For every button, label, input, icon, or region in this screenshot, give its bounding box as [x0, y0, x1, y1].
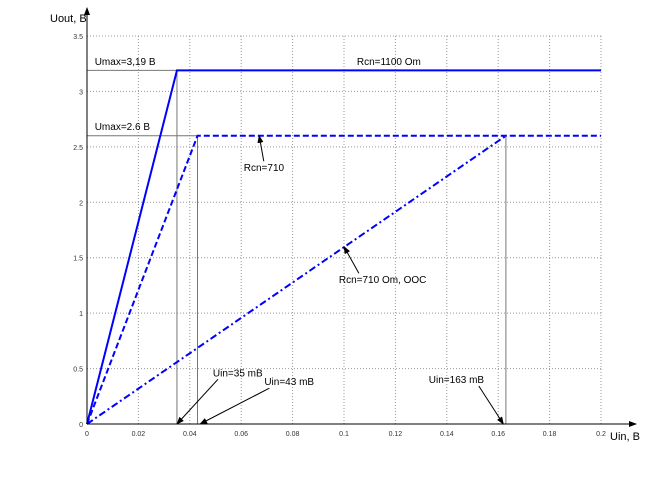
x-tick-label: 0.04	[183, 431, 197, 438]
y-tick-label: 3	[79, 89, 83, 96]
y-tick-label: 2.5	[73, 145, 83, 152]
x-tick-label: 0.08	[286, 431, 300, 438]
annotation-text: Rcn=1100 Om	[357, 57, 421, 68]
x-tick-label: 0.16	[491, 431, 505, 438]
x-tick-label: 0.14	[440, 431, 454, 438]
series-line-dashed	[86, 134, 601, 425]
x-tick-label: 0.1	[339, 431, 349, 438]
x-tick-label: 0.12	[389, 431, 403, 438]
annotation-text: Rcn=710	[244, 163, 285, 174]
x-tick-label: 0.02	[132, 431, 146, 438]
plot-area	[87, 36, 601, 424]
annotations: Umax=3,19 B Umax=2.6 B Rcn=1100 Om Rcn=710 R…	[95, 57, 504, 425]
tick-labels: 0 0.02 0.04 0.06 0.08 0.1 0.12 0.14 0.16 0.18 0.2 0…	[73, 34, 606, 438]
annotation-text: Umax=3,19 B	[95, 57, 156, 68]
series-line-solid	[86, 69, 601, 425]
annotation-arrow	[478, 385, 504, 425]
y-tick-label: 0.5	[73, 367, 83, 374]
x-axis-label: Uin, B	[610, 431, 640, 443]
x-tick-label: 0.18	[543, 431, 557, 438]
annotation-text: Umax=2.6 B	[95, 122, 151, 133]
annotation-text: Uin=43 mB	[264, 377, 314, 388]
y-tick-label: 3.5	[73, 34, 83, 41]
annotation-text: Uin=163 mB	[429, 375, 485, 386]
y-tick-label: 2	[79, 200, 83, 207]
x-tick-label: 0	[85, 431, 89, 438]
reference-lines	[87, 69, 507, 424]
annotation-text: Uin=35 mB	[213, 368, 263, 379]
annotation-arrow	[199, 387, 270, 425]
y-tick-label: 0	[79, 422, 83, 429]
annotation-arrow	[343, 245, 360, 274]
annotation-text: Rcn=710 Om, OOC	[339, 275, 427, 286]
series-line-dashdot	[86, 134, 507, 425]
y-tick-label: 1.5	[73, 256, 83, 263]
series	[86, 69, 601, 425]
x-tick-label: 0.06	[234, 431, 248, 438]
x-tick-label: 0.2	[596, 431, 606, 438]
annotation-arrow	[257, 134, 265, 162]
grid	[87, 35, 602, 424]
annotation-arrow	[176, 378, 219, 425]
y-tick-label: 1	[79, 311, 83, 318]
y-axis-label: Uout, B	[50, 13, 87, 25]
